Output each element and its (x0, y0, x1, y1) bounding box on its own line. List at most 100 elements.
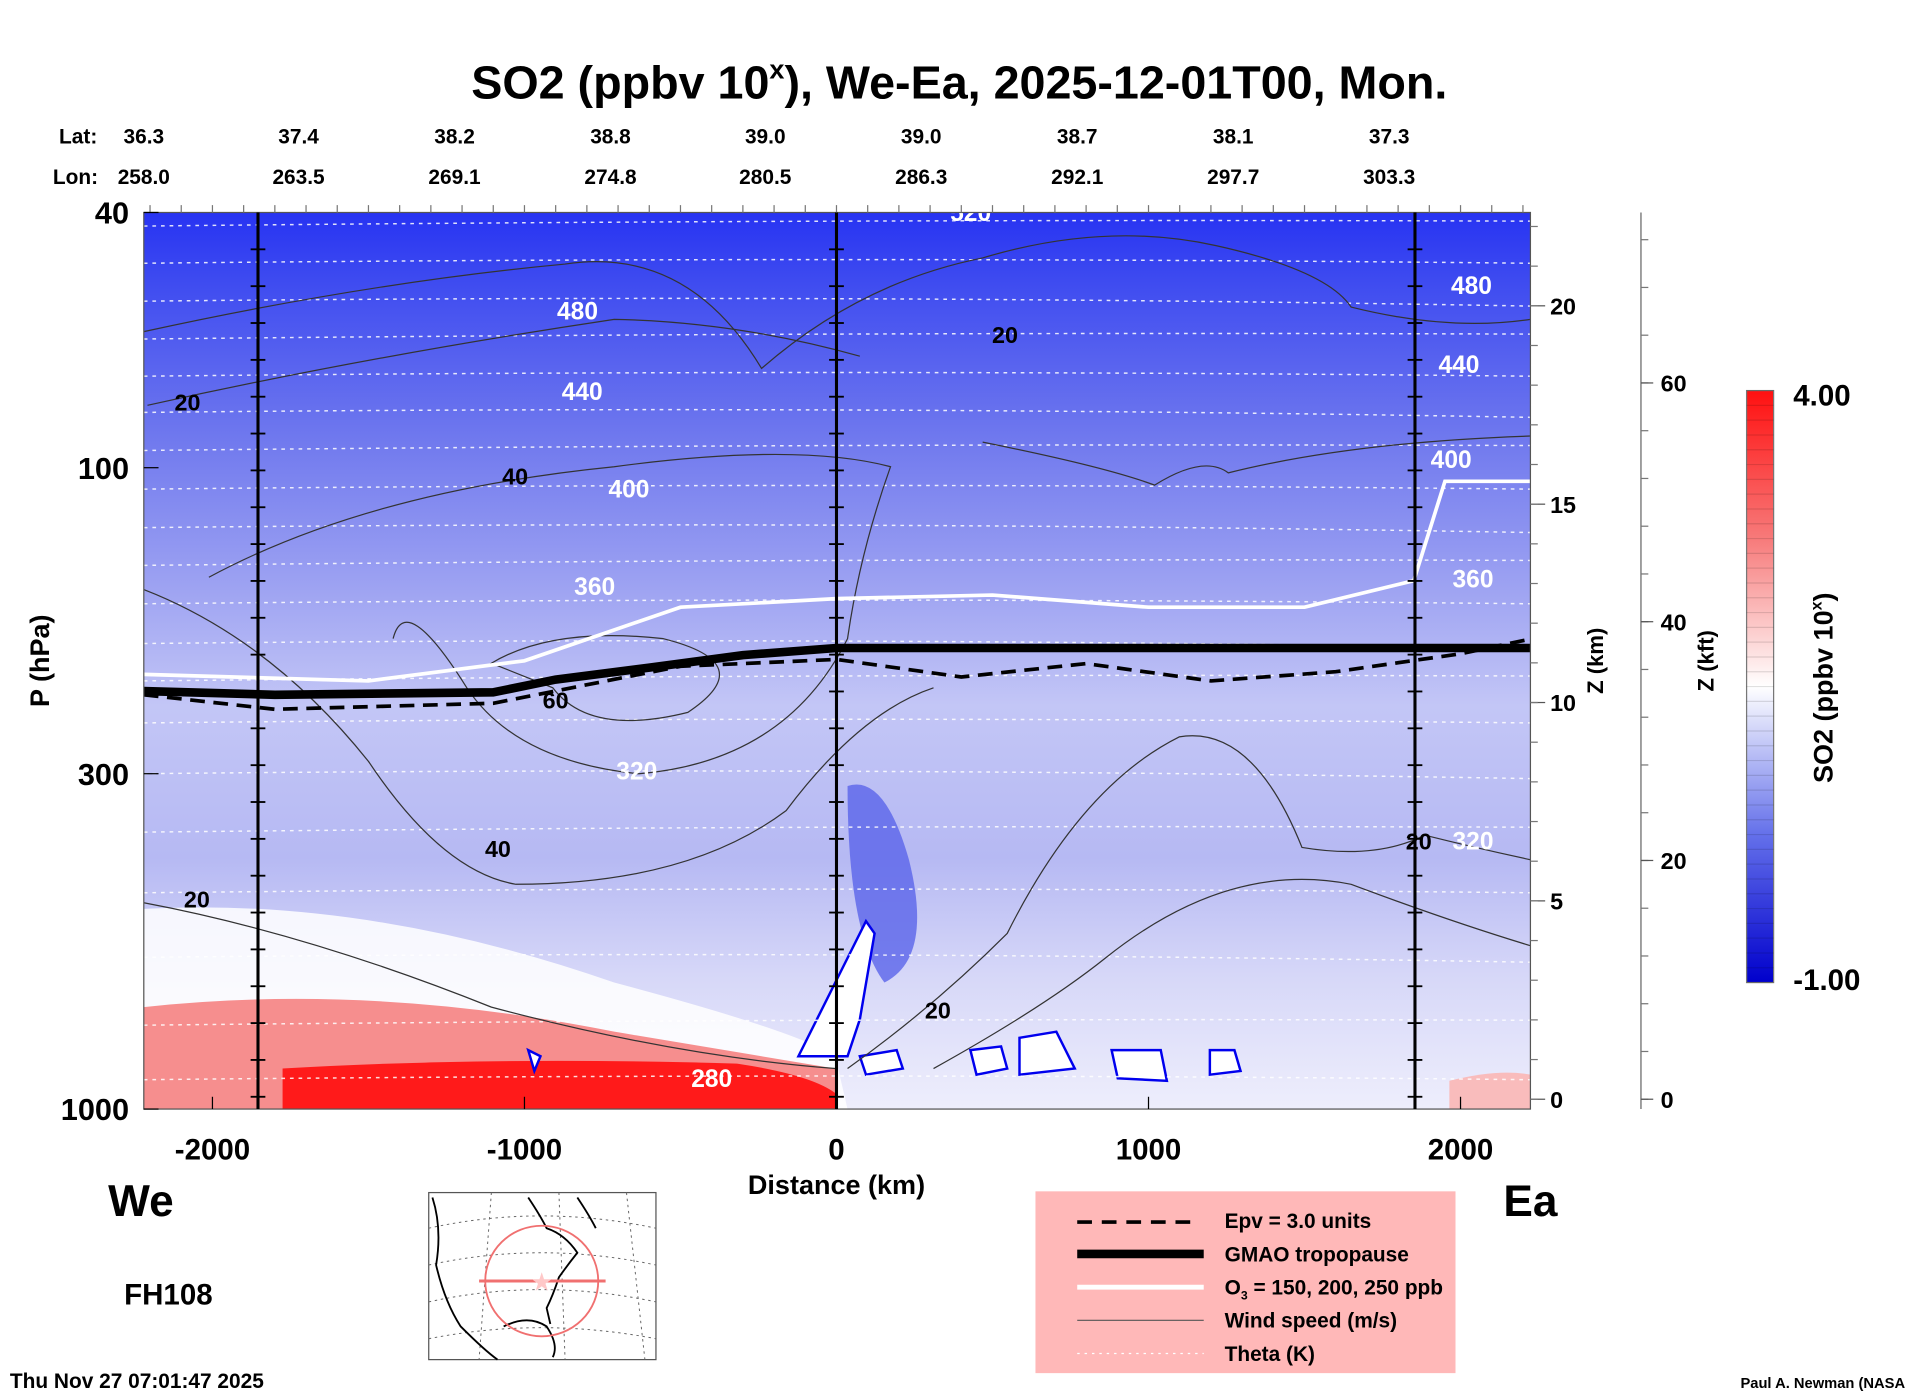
chart-title: SO2 (ppbv 10x), We-Ea, 2025-12-01T00, Mo… (471, 55, 1447, 109)
wind-label: 20 (184, 886, 210, 912)
wind-contour (147, 318, 860, 406)
colorbar (1745, 389, 1775, 984)
lon-value: 303.3 (1363, 166, 1415, 189)
lon-value: 280.5 (739, 166, 792, 189)
wind-label: 20 (925, 997, 951, 1023)
east-label: Ea (1503, 1177, 1557, 1226)
x-tick-label: -2000 (175, 1133, 250, 1166)
theta-line (143, 297, 1531, 307)
z-kft-tick-label: 40 (1661, 609, 1687, 635)
section-markers (250, 212, 1423, 1110)
theta-line (143, 1018, 1531, 1026)
axes: -2000 -1000 0 1000 2000 40 100 300 1000 0 5 10 15 20 0… (61, 196, 1687, 1167)
lon-label: Lon: (53, 166, 98, 189)
z-kft-tick-label: 60 (1661, 371, 1687, 397)
wind-label: 20 (1406, 829, 1432, 855)
wind-label: 20 (992, 322, 1018, 348)
legend-theta-label: Theta (K) (1225, 1343, 1315, 1366)
legend-wind-label: Wind speed (m/s) (1225, 1310, 1398, 1333)
wind-contour (982, 435, 1531, 486)
theta-line (143, 444, 1531, 452)
y-axis-label: P (hPa) (25, 614, 55, 707)
z-kft-tick-label: 20 (1661, 848, 1687, 874)
z-km-tick-label: 15 (1550, 492, 1576, 518)
theta-line (143, 888, 1531, 894)
lat-value: 38.2 (434, 126, 475, 149)
y-tick-label: 1000 (61, 1092, 129, 1127)
z-km-tick-label: 10 (1550, 690, 1576, 716)
so2-high-region (282, 1060, 836, 1110)
epv-line (143, 637, 1531, 712)
theta-label: 480 (557, 299, 598, 326)
theta-labels: 520 480 440 400 360 320 280 480 440 400 360 320 (557, 200, 1494, 1093)
lon-value: 286.3 (895, 166, 947, 189)
theta-label: 320 (616, 759, 657, 786)
legend-ozone-label: O3 = 150, 200, 250 ppb (1225, 1277, 1443, 1303)
y-tick-label: 100 (78, 451, 129, 486)
so2-high-region (526, 1030, 1243, 1083)
inset-map: ★ (428, 1191, 657, 1361)
lat-value: 38.8 (590, 126, 631, 149)
legend-epv-label: Epv = 3.0 units (1225, 1210, 1372, 1233)
theta-label: 480 (1451, 273, 1492, 300)
z-km-tick-label: 5 (1550, 888, 1563, 914)
wind-contour (847, 735, 1531, 1070)
lat-value: 38.1 (1213, 126, 1254, 149)
wind-speed-contours (143, 235, 1531, 1070)
x-tick-label: 2000 (1428, 1133, 1494, 1166)
theta-line (143, 258, 1531, 264)
timestamp: Thu Nov 27 07:01:47 2025 (10, 1370, 264, 1393)
lat-label: Lat: (59, 126, 97, 149)
colorbar-label: SO2 (ppbv 10x) (1809, 593, 1839, 784)
colorbar-max-label: 4.00 (1793, 379, 1850, 412)
wind-label: 40 (502, 464, 528, 490)
z-km-tick-label: 20 (1550, 293, 1576, 319)
x-tick-label: -1000 (487, 1133, 562, 1166)
west-label: We (108, 1177, 174, 1226)
z-km-axis-label: Z (km) (1583, 628, 1608, 694)
legend-tropopause-label: GMAO tropopause (1225, 1243, 1409, 1266)
theta-line (143, 825, 1531, 833)
wind-contour (143, 902, 836, 1070)
theta-label: 360 (1453, 566, 1494, 593)
lat-value: 37.4 (278, 126, 319, 149)
theta-label: 400 (1431, 447, 1472, 474)
theta-label: 440 (1438, 352, 1479, 379)
z-kft-axis-label: Z (kft) (1693, 630, 1718, 691)
wind-contour (933, 878, 1531, 1070)
lon-value: 263.5 (272, 166, 325, 189)
theta-line (143, 332, 1531, 340)
lon-value: 258.0 (118, 166, 170, 189)
ozone-contour (143, 479, 1531, 683)
lat-value: 39.0 (745, 126, 786, 149)
tropopause-line (143, 643, 1531, 700)
lat-value: 37.3 (1369, 126, 1410, 149)
wind-contour (143, 235, 1531, 370)
theta-line (143, 718, 1531, 724)
x-tick-label: 1000 (1116, 1133, 1182, 1166)
wind-labels: 20 40 60 40 20 20 20 20 (175, 322, 1432, 1023)
x-tick-label: 0 (828, 1133, 844, 1166)
lon-value: 292.1 (1051, 166, 1104, 189)
lat-value: 36.3 (123, 126, 164, 149)
theta-line (143, 524, 1531, 534)
theta-label: 280 (691, 1066, 732, 1093)
theta-label: 440 (562, 379, 603, 406)
so2-high-region (1449, 1072, 1531, 1110)
theta-label: 360 (574, 574, 615, 601)
theta-line (143, 408, 1531, 419)
z-km-tick-label: 0 (1550, 1087, 1563, 1113)
lat-lon-header: Lat: Lon: 36.3 37.4 38.2 38.8 39.0 39.0 38.7 38… (53, 126, 1415, 190)
wind-contour (143, 588, 934, 885)
theta-label: 520 (950, 200, 991, 227)
theta-line (143, 371, 1531, 377)
lat-value: 38.7 (1057, 126, 1098, 149)
y-tick-label: 40 (95, 196, 129, 231)
wind-label: 60 (543, 687, 569, 713)
theta-line (143, 1075, 1531, 1081)
wind-label: 20 (175, 390, 201, 416)
theta-line (143, 219, 1531, 227)
wind-contour (208, 453, 892, 775)
lon-value: 269.1 (428, 166, 481, 189)
center-star-icon: ★ (532, 1270, 552, 1295)
